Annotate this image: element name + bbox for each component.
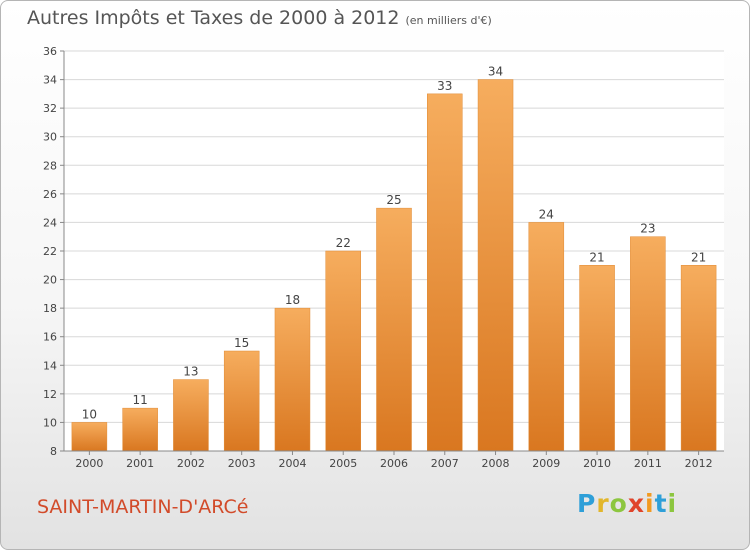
logo-letter: t [654,489,668,518]
bar-2002 [173,379,209,452]
data-label: 21 [691,250,706,264]
logo-letter: o [609,489,628,518]
data-label: 10 [82,407,97,421]
x-tick-label: 2000 [75,457,103,470]
x-tick-label: 2007 [431,457,459,470]
logo-letter: i [645,489,655,518]
data-label: 11 [133,393,148,407]
bar-2000 [71,422,108,452]
y-tick-label: 36 [43,45,57,58]
x-tick-label: 2010 [583,457,611,470]
y-tick-label: 28 [43,159,57,172]
y-tick-label: 22 [43,245,57,258]
bar-2012 [680,265,717,452]
y-tick-label: 14 [43,359,57,372]
data-label: 15 [234,336,249,350]
x-tick-label: 2005 [329,457,357,470]
bar-2007 [427,93,463,452]
data-label: 34 [488,65,503,79]
data-label: 18 [285,293,300,307]
chart-title: Autres Impôts et Taxes de 2000 à 2012 (en… [27,7,492,29]
data-label: 24 [539,207,554,221]
bar-2004 [274,307,311,452]
bar-2009 [528,222,565,452]
chart-title-text: Autres Impôts et Taxes de 2000 à 2012 [27,7,400,29]
y-tick-label: 10 [43,416,57,429]
bar-2003 [223,350,260,452]
data-label: 25 [386,193,401,207]
data-label: 21 [589,250,604,264]
y-tick-label: 20 [43,274,57,287]
y-tick-label: 30 [43,131,57,144]
chart-unit: (en milliers d'€) [405,14,492,27]
proxiti-logo: Proxiti [577,489,677,518]
logo-letter: i [667,489,678,518]
x-tick-label: 2001 [126,457,154,470]
x-tick-label: 2002 [177,457,205,470]
bar-2006 [376,207,412,452]
data-label: 23 [640,222,655,236]
data-label: 13 [183,365,198,379]
bar-2008 [477,79,514,452]
data-labels: 10 11 13 15 18 22 25 33 34 24 21 23 21 [82,65,707,422]
logo-letter: x [627,489,645,518]
data-label: 33 [437,79,452,93]
x-tick-label: 2008 [482,457,510,470]
bar-2011 [630,236,666,452]
logo-letter: P [577,489,597,518]
axes: 8 10 12 14 16 18 20 22 24 26 28 30 32 34 36 2000 2001 200… [43,45,724,470]
y-tick-label: 12 [43,388,57,401]
y-tick-label: 18 [43,302,57,315]
x-tick-label: 2009 [532,457,560,470]
bar-2010 [579,265,615,452]
bar-2001 [122,407,158,452]
bars [71,79,717,452]
x-tick-label: 2012 [685,457,713,470]
logo-letter: r [596,489,610,518]
x-tick-label: 2004 [278,457,306,470]
y-tick-label: 26 [43,188,57,201]
y-tick-label: 24 [43,216,57,229]
x-tick-label: 2006 [380,457,408,470]
y-tick-label: 16 [43,331,57,344]
bar-2005 [325,250,361,452]
y-tick-label: 8 [50,445,57,458]
y-tick-label: 32 [43,102,57,115]
data-label: 22 [336,236,351,250]
x-tick-label: 2003 [228,457,256,470]
y-tick-label: 34 [43,74,57,87]
x-tick-label: 2011 [634,457,662,470]
commune-name: SAINT-MARTIN-D'ARCé [37,496,249,518]
